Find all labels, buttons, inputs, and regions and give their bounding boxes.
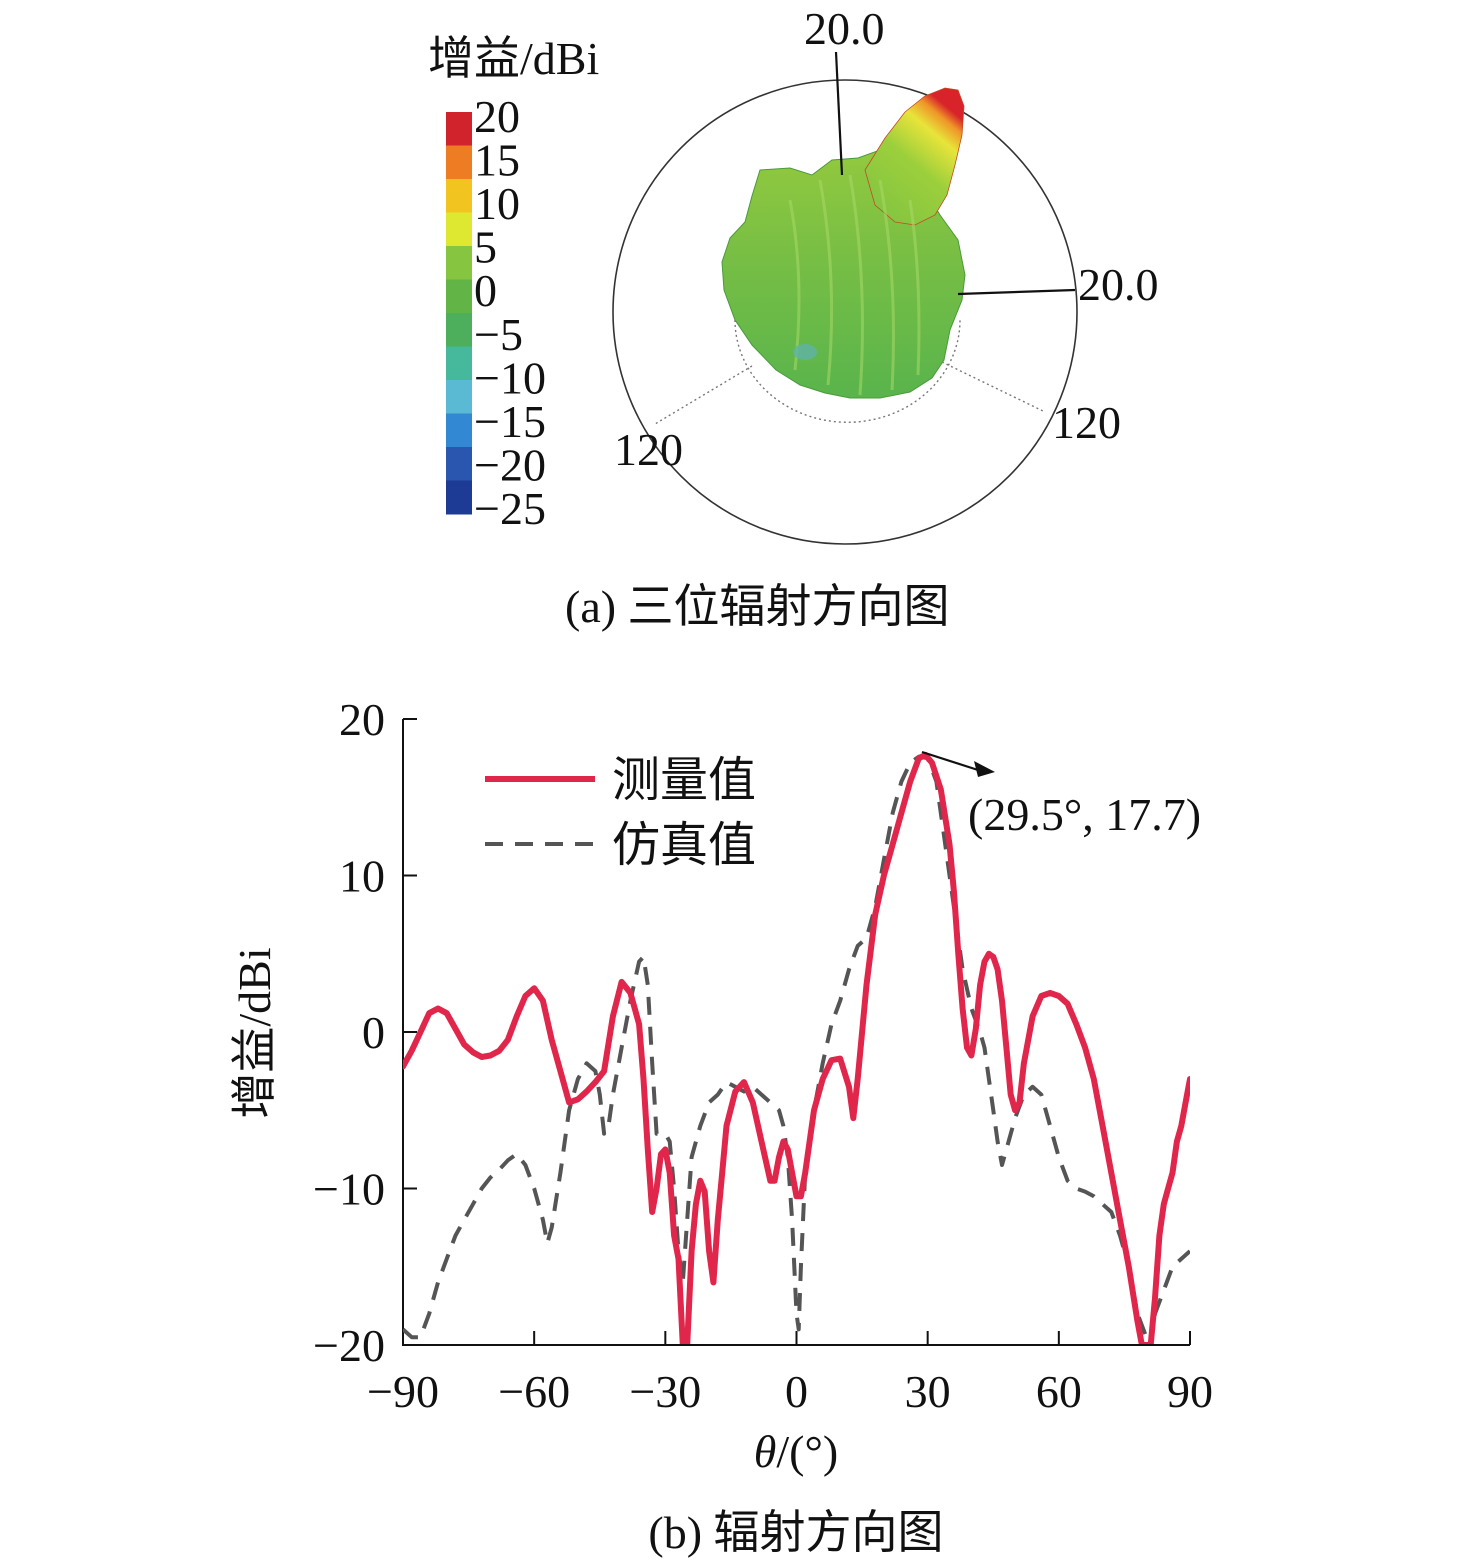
polar-outer-circle [612,79,1078,545]
polar-label-lower-right: 120 [1052,397,1121,448]
y-ticks: 20 10 0 −10 −20 [313,694,417,1371]
colorbar-tick-label: 10 [474,178,520,229]
colorbar-block [446,380,472,414]
colorbar-tick-label: 5 [474,222,497,273]
legend-label-measured: 测量值 [612,754,756,807]
x-axis-label: θ/(°) [754,1426,838,1477]
colorbar-block [446,480,472,515]
y-tick-label: 10 [339,851,385,902]
annotation-arrowhead [974,761,995,777]
colorbar-block [446,313,472,347]
colorbar-tick-label: 0 [474,265,497,316]
x-tick-label: 30 [905,1366,951,1417]
colorbar-block [446,279,472,314]
pattern-ridges [788,174,921,396]
x-tick-label: −60 [498,1366,570,1417]
x-tick-label: −90 [367,1366,439,1417]
colorbar-tick-label: −25 [474,483,546,534]
colorbar-block [446,145,472,180]
panel-b-line-chart: −90 −60 −30 0 30 60 90 20 10 0 −10 −20 测量值 仿真值 (29… [229,694,1213,1558]
polar-label-top: 20.0 [804,3,885,54]
colorbar-block [446,212,472,247]
y-tick-label: 0 [362,1007,385,1058]
annotation-text: (29.5°, 17.7) [968,789,1201,840]
polar-spoke-left [654,365,753,425]
colorbar-block [446,179,472,213]
colorbar-block [446,413,472,448]
x-tick-label: 90 [1167,1366,1213,1417]
series-line-measured [403,752,1190,1344]
x-tick-label: −30 [629,1366,701,1417]
colorbar-title: 增益/dBi [428,33,599,84]
pattern-main-lobe [864,87,965,226]
polar-label-lower-left: 120 [614,424,683,475]
colorbar-tick-label: −20 [474,439,546,490]
colorbar-tick-label: 15 [474,135,520,186]
peak-annotation: (29.5°, 17.7) [921,750,1201,840]
caption-b: (b) 辐射方向图 [648,1507,943,1558]
colorbar-block [446,447,472,481]
pattern-blue-spot [793,344,817,360]
y-tick-label: 20 [339,694,385,745]
colorbar-tick-label: −15 [474,396,546,447]
caption-a: (a) 三位辐射方向图 [565,581,950,632]
polar-axis-horizontal [957,288,1076,296]
x-tick-label: 60 [1036,1366,1082,1417]
colorbar-block [446,112,472,146]
colorbar-block [446,346,472,381]
polar-spoke-right [941,361,1046,413]
legend-label-simulated: 仿真值 [612,819,756,872]
polar-label-right: 20.0 [1078,259,1159,310]
legend: 测量值 仿真值 [485,754,756,872]
y-tick-label: −10 [313,1164,385,1215]
colorbar [446,112,472,515]
colorbar-tick-label: −10 [474,352,546,403]
y-tick-label: −20 [313,1320,385,1371]
colorbar-block [446,246,472,280]
colorbar-tick-label: −5 [474,309,523,360]
polar-axis-vertical [834,51,844,176]
x-ticks: −90 −60 −30 0 30 60 90 [367,1331,1213,1417]
y-axis-label: 增益/dBi [229,947,280,1118]
x-tick-label: 0 [785,1366,808,1417]
annotation-arrow [921,750,979,772]
polar-plot: 20.0 20.0 120 120 [612,3,1159,545]
colorbar-tick-label: 20 [474,91,520,142]
